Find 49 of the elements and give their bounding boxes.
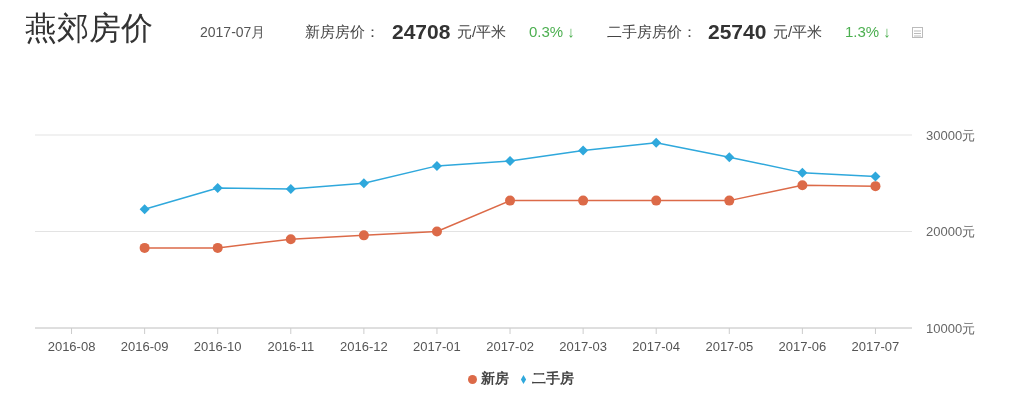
point — [358, 230, 369, 241]
point — [797, 180, 808, 191]
x-tick-label: 2017-01 — [413, 339, 461, 355]
point — [139, 204, 150, 215]
point — [431, 226, 442, 237]
text: 2017-07月 — [200, 23, 266, 42]
text: 元/平米 — [457, 22, 507, 42]
point — [578, 145, 589, 156]
x-tick-label: 2017-07 — [851, 339, 900, 355]
point — [139, 242, 150, 253]
point — [724, 195, 735, 206]
point — [285, 184, 296, 195]
text: 二手房房价： — [607, 22, 697, 42]
x-tick-label: 2017-05 — [705, 339, 754, 355]
text: 25740 — [708, 19, 767, 45]
x-tick-label: 2016-09 — [120, 339, 169, 355]
point — [505, 156, 516, 167]
text: 新房房价： — [305, 22, 380, 42]
point — [724, 152, 735, 163]
x-tick-label: 2017-04 — [632, 339, 681, 355]
chart-title: 燕郊房价 — [25, 9, 153, 48]
x-tick-label: 2017-02 — [486, 339, 534, 355]
point — [797, 167, 808, 178]
x-tick-label: 2016-12 — [340, 339, 388, 355]
point — [578, 195, 589, 206]
point — [212, 183, 223, 194]
point — [651, 137, 662, 148]
legend-label: 二手房 — [532, 370, 574, 386]
text: 元/平米 — [773, 22, 823, 42]
x-tick-label: 2016-08 — [47, 339, 96, 355]
x-tick-label: 2016-11 — [267, 339, 315, 355]
legend-label: 新房 — [481, 370, 509, 386]
point — [431, 160, 442, 171]
text: 0.3% ↓ — [529, 22, 575, 42]
point — [870, 171, 881, 182]
text: 24708 — [392, 19, 451, 45]
point — [285, 234, 296, 245]
y-tick-label: 20000元 — [926, 224, 976, 240]
x-tick-label: 2017-03 — [559, 339, 607, 355]
text: 1.3% ↓ — [845, 22, 891, 42]
x-tick-label: 2017-06 — [778, 339, 827, 355]
point — [651, 195, 662, 206]
point — [212, 242, 223, 253]
y-tick-label: 10000元 — [926, 320, 976, 336]
x-tick-label: 2016-10 — [193, 339, 242, 355]
point — [505, 195, 516, 206]
y-tick-label: 30000元 — [926, 127, 976, 143]
point — [358, 178, 369, 189]
point — [870, 181, 881, 192]
